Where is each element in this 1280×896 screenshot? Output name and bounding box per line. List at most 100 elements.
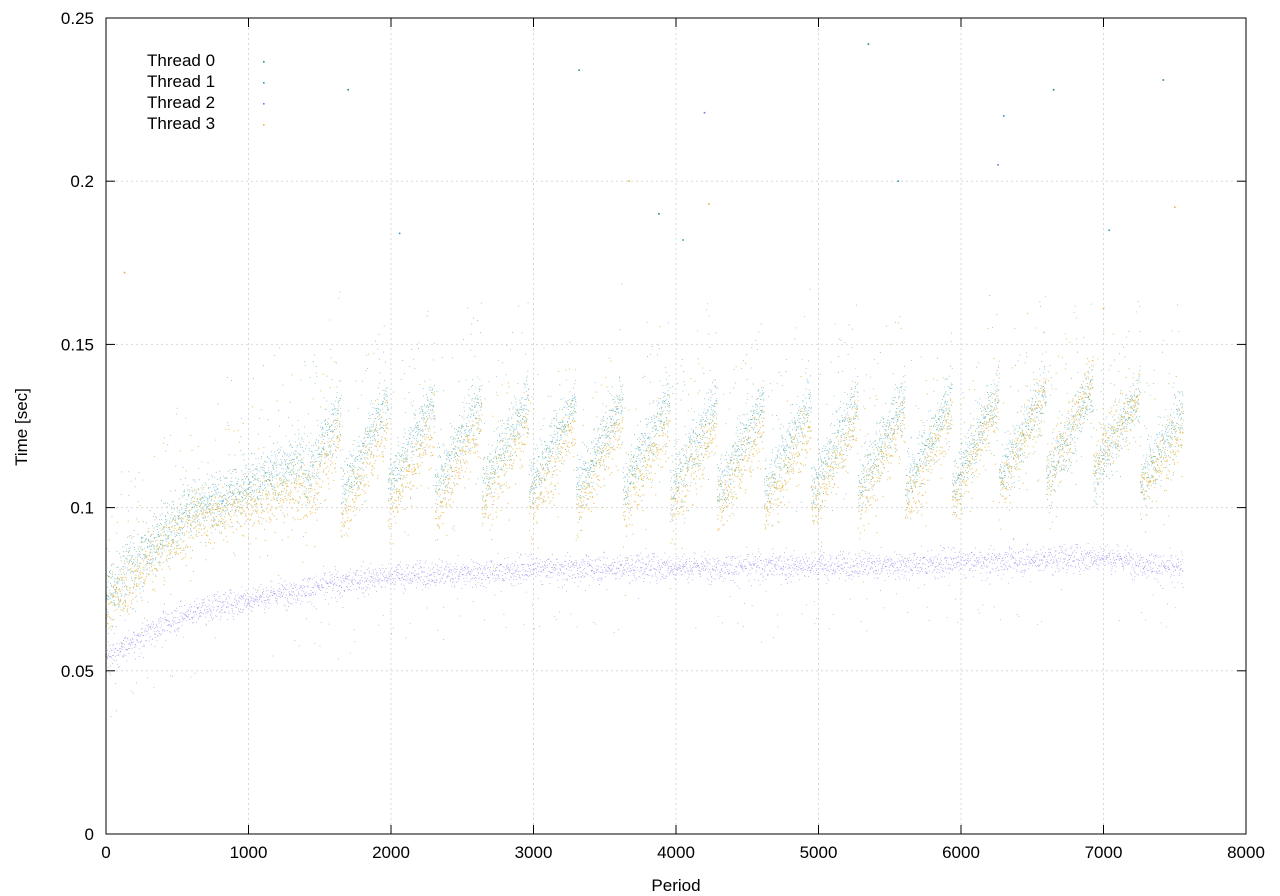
data-point xyxy=(809,398,810,399)
data-point xyxy=(135,577,136,579)
data-point xyxy=(317,447,319,449)
data-point xyxy=(623,492,625,493)
data-point xyxy=(162,528,163,530)
data-point xyxy=(170,549,171,550)
data-point xyxy=(694,464,695,465)
data-point xyxy=(281,462,283,464)
data-point xyxy=(136,582,138,584)
data-point xyxy=(915,474,917,476)
data-point xyxy=(826,464,828,465)
data-point xyxy=(1078,396,1080,398)
data-point xyxy=(960,496,962,497)
data-point xyxy=(557,422,559,424)
data-point xyxy=(727,484,729,486)
data-point xyxy=(740,459,741,460)
data-point xyxy=(1179,413,1181,415)
data-point xyxy=(439,447,440,448)
data-point xyxy=(256,473,258,474)
data-point xyxy=(329,431,331,433)
data-point xyxy=(1160,449,1161,450)
data-point xyxy=(231,492,233,494)
data-point xyxy=(207,502,209,504)
data-point xyxy=(887,435,889,436)
data-point xyxy=(638,450,640,451)
data-point xyxy=(304,426,305,428)
data-point xyxy=(298,438,299,440)
data-point xyxy=(170,517,172,519)
data-point xyxy=(423,395,424,397)
data-point xyxy=(245,512,247,514)
data-point xyxy=(410,431,412,433)
data-point xyxy=(351,482,352,483)
data-point xyxy=(144,556,146,557)
data-point xyxy=(1041,361,1043,362)
data-point xyxy=(308,473,310,475)
data-point xyxy=(522,418,523,419)
data-point xyxy=(414,368,416,370)
data-point xyxy=(618,411,619,413)
data-point xyxy=(828,450,830,452)
data-point xyxy=(339,398,341,399)
data-point xyxy=(867,479,869,480)
data-point xyxy=(457,455,458,456)
data-point xyxy=(241,479,243,481)
data-point xyxy=(159,540,161,541)
data-point xyxy=(203,509,205,511)
data-point xyxy=(170,532,172,534)
data-point xyxy=(314,443,316,445)
data-point xyxy=(952,482,954,484)
data-point xyxy=(200,498,202,500)
data-point xyxy=(1026,489,1028,491)
data-point xyxy=(334,419,336,421)
data-point xyxy=(938,459,940,460)
data-point xyxy=(363,442,365,444)
data-point xyxy=(430,405,432,406)
data-point xyxy=(966,459,968,461)
data-point xyxy=(1143,498,1145,500)
data-point xyxy=(895,322,897,323)
data-point xyxy=(1137,419,1139,421)
data-point xyxy=(118,606,119,608)
data-point xyxy=(807,420,808,422)
data-point xyxy=(184,512,186,513)
data-point xyxy=(398,492,400,494)
data-point xyxy=(311,451,312,452)
data-point xyxy=(414,415,416,416)
data-point xyxy=(306,479,308,481)
data-point xyxy=(400,456,402,458)
data-point xyxy=(400,455,402,456)
data-point xyxy=(387,407,388,409)
data-point xyxy=(341,502,343,504)
data-point xyxy=(721,486,722,487)
data-point xyxy=(277,463,279,465)
data-point xyxy=(663,421,665,423)
data-point xyxy=(1090,422,1092,424)
data-point xyxy=(958,475,960,477)
data-point xyxy=(1055,474,1057,476)
data-point xyxy=(406,461,408,463)
data-point xyxy=(315,492,317,494)
data-point xyxy=(128,510,129,512)
data-point xyxy=(1104,471,1105,472)
data-point xyxy=(339,400,341,401)
data-point xyxy=(725,496,726,498)
data-point xyxy=(502,449,504,450)
data-point xyxy=(557,427,558,429)
data-point xyxy=(193,479,195,481)
data-point xyxy=(286,480,288,482)
data-point xyxy=(479,433,480,434)
data-point xyxy=(399,459,400,461)
data-point xyxy=(426,315,428,317)
data-point xyxy=(355,477,356,479)
data-point xyxy=(212,525,214,527)
data-point xyxy=(260,488,262,490)
series-thread-1 xyxy=(105,115,1184,676)
data-point xyxy=(1170,437,1172,439)
data-point xyxy=(1120,390,1122,391)
data-point xyxy=(452,527,454,529)
data-point xyxy=(380,427,382,429)
data-point xyxy=(722,481,724,483)
data-point xyxy=(900,428,901,430)
data-point xyxy=(416,435,418,437)
data-point xyxy=(349,451,351,453)
